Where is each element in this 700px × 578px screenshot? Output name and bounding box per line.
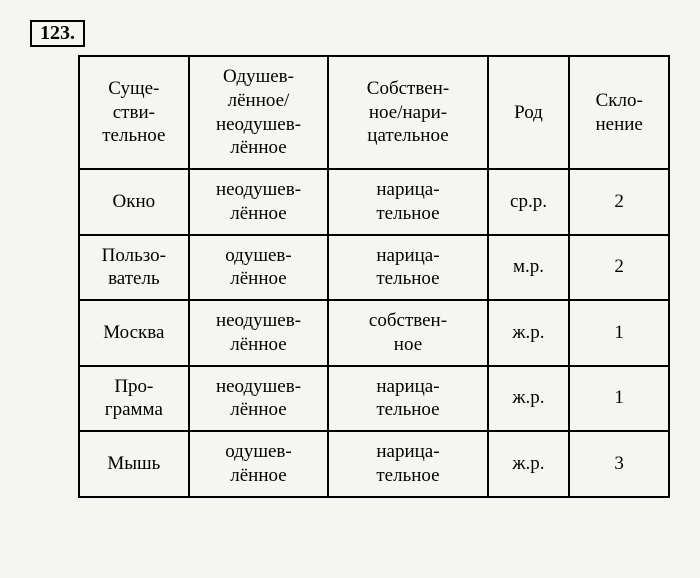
cell-animate: одушев-лённое [189, 431, 329, 497]
cell-noun: Про-грамма [79, 366, 189, 432]
cell-noun: Пользо-ватель [79, 235, 189, 301]
cell-proper: нарица-тельное [328, 169, 487, 235]
table-container: Суще-стви-тельное Одушев-лённое/ неодуше… [78, 55, 670, 498]
table-row: Пользо-ватель одушев-лённое нарица-тельн… [79, 235, 669, 301]
table-row: Про-грамма неодушев-лённое нарица-тельно… [79, 366, 669, 432]
cell-gender: ср.р. [488, 169, 570, 235]
cell-proper: собствен-ное [328, 300, 487, 366]
cell-proper: нарица-тельное [328, 235, 487, 301]
cell-proper: нарица-тельное [328, 366, 487, 432]
cell-proper: нарица-тельное [328, 431, 487, 497]
cell-declension: 1 [569, 366, 669, 432]
cell-animate: неодушев-лённое [189, 169, 329, 235]
cell-declension: 2 [569, 169, 669, 235]
col-header-proper: Собствен-ное/нари-цательное [328, 56, 487, 169]
col-header-gender: Род [488, 56, 570, 169]
table-row: Москва неодушев-лённое собствен-ное ж.р.… [79, 300, 669, 366]
col-header-animate: Одушев-лённое/ неодушев-лённое [189, 56, 329, 169]
cell-animate: одушев-лённое [189, 235, 329, 301]
cell-noun: Окно [79, 169, 189, 235]
cell-gender: ж.р. [488, 300, 570, 366]
cell-noun: Москва [79, 300, 189, 366]
cell-animate: неодушев-лённое [189, 300, 329, 366]
cell-gender: ж.р. [488, 431, 570, 497]
table-row: Окно неодушев-лённое нарица-тельное ср.р… [79, 169, 669, 235]
cell-animate: неодушев-лённое [189, 366, 329, 432]
cell-noun: Мышь [79, 431, 189, 497]
col-header-noun: Суще-стви-тельное [79, 56, 189, 169]
table-row: Мышь одушев-лённое нарица-тельное ж.р. 3 [79, 431, 669, 497]
cell-declension: 2 [569, 235, 669, 301]
exercise-number: 123. [30, 20, 85, 47]
cell-declension: 3 [569, 431, 669, 497]
cell-gender: м.р. [488, 235, 570, 301]
cell-gender: ж.р. [488, 366, 570, 432]
table-header-row: Суще-стви-тельное Одушев-лённое/ неодуше… [79, 56, 669, 169]
cell-declension: 1 [569, 300, 669, 366]
col-header-declension: Скло-нение [569, 56, 669, 169]
grammar-table: Суще-стви-тельное Одушев-лённое/ неодуше… [78, 55, 670, 498]
